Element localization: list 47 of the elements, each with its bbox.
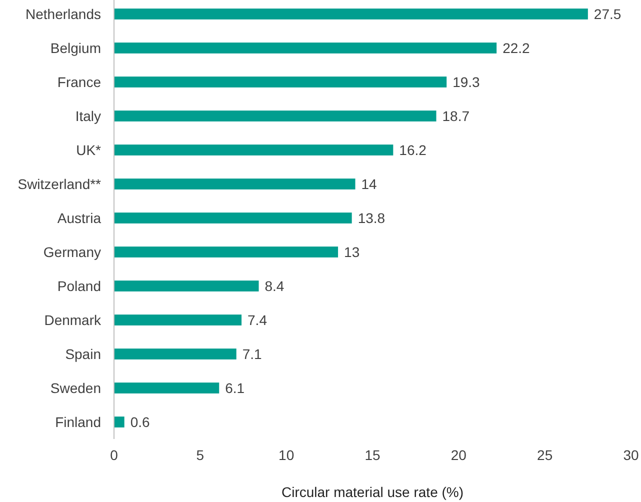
x-tick-label: 20 [450, 447, 467, 463]
y-tick-label: Netherlands [26, 6, 101, 22]
data-label: 6.1 [225, 380, 245, 396]
y-tick-label: Germany [43, 244, 101, 260]
data-label: 8.4 [264, 278, 284, 294]
data-label: 7.4 [248, 312, 268, 328]
bar [114, 8, 588, 20]
data-label: 22.2 [502, 40, 530, 56]
x-tick-label: 10 [278, 447, 294, 463]
bar [114, 280, 259, 292]
y-tick-label: Austria [57, 210, 102, 226]
y-tick-label: Finland [55, 414, 101, 430]
data-label: 13.8 [358, 210, 386, 226]
bar [114, 144, 394, 156]
y-tick-label: Spain [65, 346, 101, 362]
x-tick-label: 15 [364, 447, 380, 463]
bar [114, 416, 124, 428]
data-label: 19.3 [452, 74, 480, 90]
x-tick-label: 30 [623, 447, 639, 463]
x-tick-label: 0 [110, 447, 118, 463]
x-axis-title: Circular material use rate (%) [281, 484, 464, 500]
y-tick-label: France [57, 74, 102, 90]
data-label: 16.2 [399, 142, 427, 158]
bar [114, 382, 220, 394]
bar [114, 314, 242, 326]
data-label: 14 [361, 176, 378, 192]
data-label: 27.5 [594, 6, 622, 22]
y-tick-label: Switzerland** [18, 176, 102, 192]
bar [114, 246, 338, 258]
y-tick-label: Denmark [44, 312, 102, 328]
bar [114, 212, 352, 224]
y-tick-label: Sweden [50, 380, 101, 396]
data-label: 0.6 [130, 414, 150, 430]
bar [114, 42, 497, 54]
bar [114, 348, 236, 360]
y-tick-label: Belgium [50, 40, 101, 56]
x-tick-label: 5 [196, 447, 204, 463]
data-label: 7.1 [242, 346, 262, 362]
data-label: 13 [344, 244, 360, 260]
x-tick-label: 25 [537, 447, 553, 463]
y-tick-label: Poland [57, 278, 101, 294]
data-label: 18.7 [442, 108, 470, 124]
bar [114, 76, 447, 88]
y-tick-label: UK* [76, 142, 102, 158]
bar [114, 178, 356, 190]
bar [114, 110, 436, 122]
y-tick-label: Italy [75, 108, 101, 124]
